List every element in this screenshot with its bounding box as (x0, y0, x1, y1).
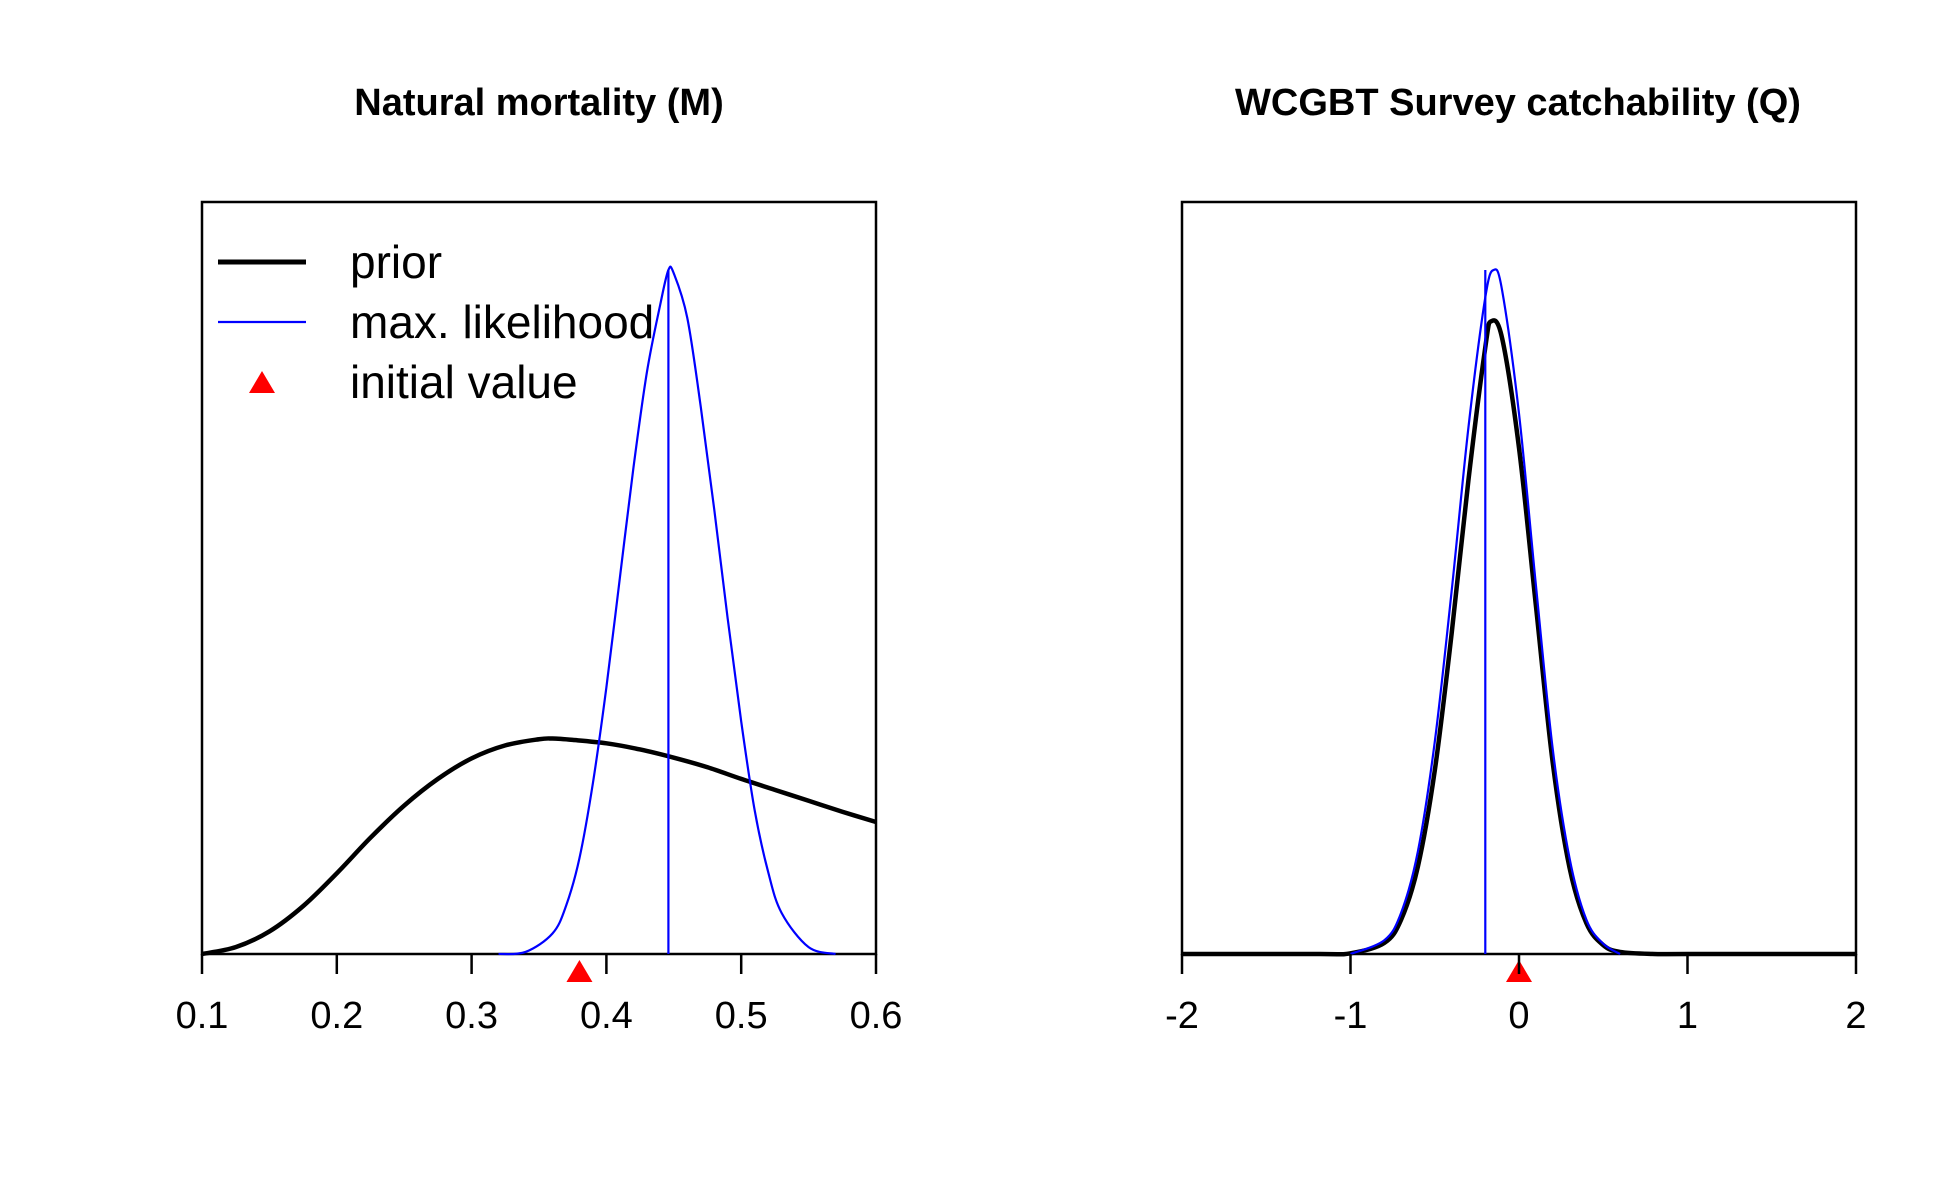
x-tick-label: 2 (1845, 995, 1866, 1037)
max-likelihood-curve (498, 265, 836, 956)
legend-label: prior (350, 236, 442, 288)
panel-title: Natural mortality (M) (354, 82, 723, 124)
x-tick-label: 0.4 (580, 995, 633, 1037)
x-tick-label: 1 (1677, 995, 1698, 1037)
x-tick-label: 0.1 (176, 995, 229, 1037)
panel-title: WCGBT Survey catchability (Q) (1235, 82, 1801, 124)
legend-label: initial value (350, 356, 578, 408)
series-layer (1181, 268, 1857, 982)
x-tick-label: 0.6 (850, 995, 903, 1037)
plot-frame (200, 200, 878, 956)
legend-label: max. likelihood (350, 296, 654, 348)
x-axis: 0.1 0.2 0.3 0.4 0.5 0.6 (176, 954, 903, 1037)
legend: prior max. likelihood initial value (218, 236, 654, 408)
plot-frame (1180, 200, 1858, 956)
prior-curve (201, 736, 877, 957)
x-tick-label: 0.2 (310, 995, 363, 1037)
x-tick-label: -2 (1165, 995, 1199, 1037)
max-likelihood-curve (1350, 268, 1621, 956)
legend-initial-swatch (249, 371, 275, 393)
x-axis: -2 -1 0 1 2 (1165, 954, 1867, 1037)
initial-value-marker (566, 960, 593, 982)
x-tick-label: 0.5 (715, 995, 768, 1037)
x-tick-label: 0.3 (445, 995, 498, 1037)
panel-survey-catchability: WCGBT Survey catchability (Q) -2 -1 0 1 2 (1165, 82, 1866, 1037)
series-layer (201, 265, 877, 982)
x-tick-label: 0 (1508, 995, 1529, 1037)
x-tick-label: -1 (1334, 995, 1368, 1037)
panel-natural-mortality: Natural mortality (M) 0.1 0.2 0.3 0.4 0.5 0.6… (176, 82, 903, 1037)
